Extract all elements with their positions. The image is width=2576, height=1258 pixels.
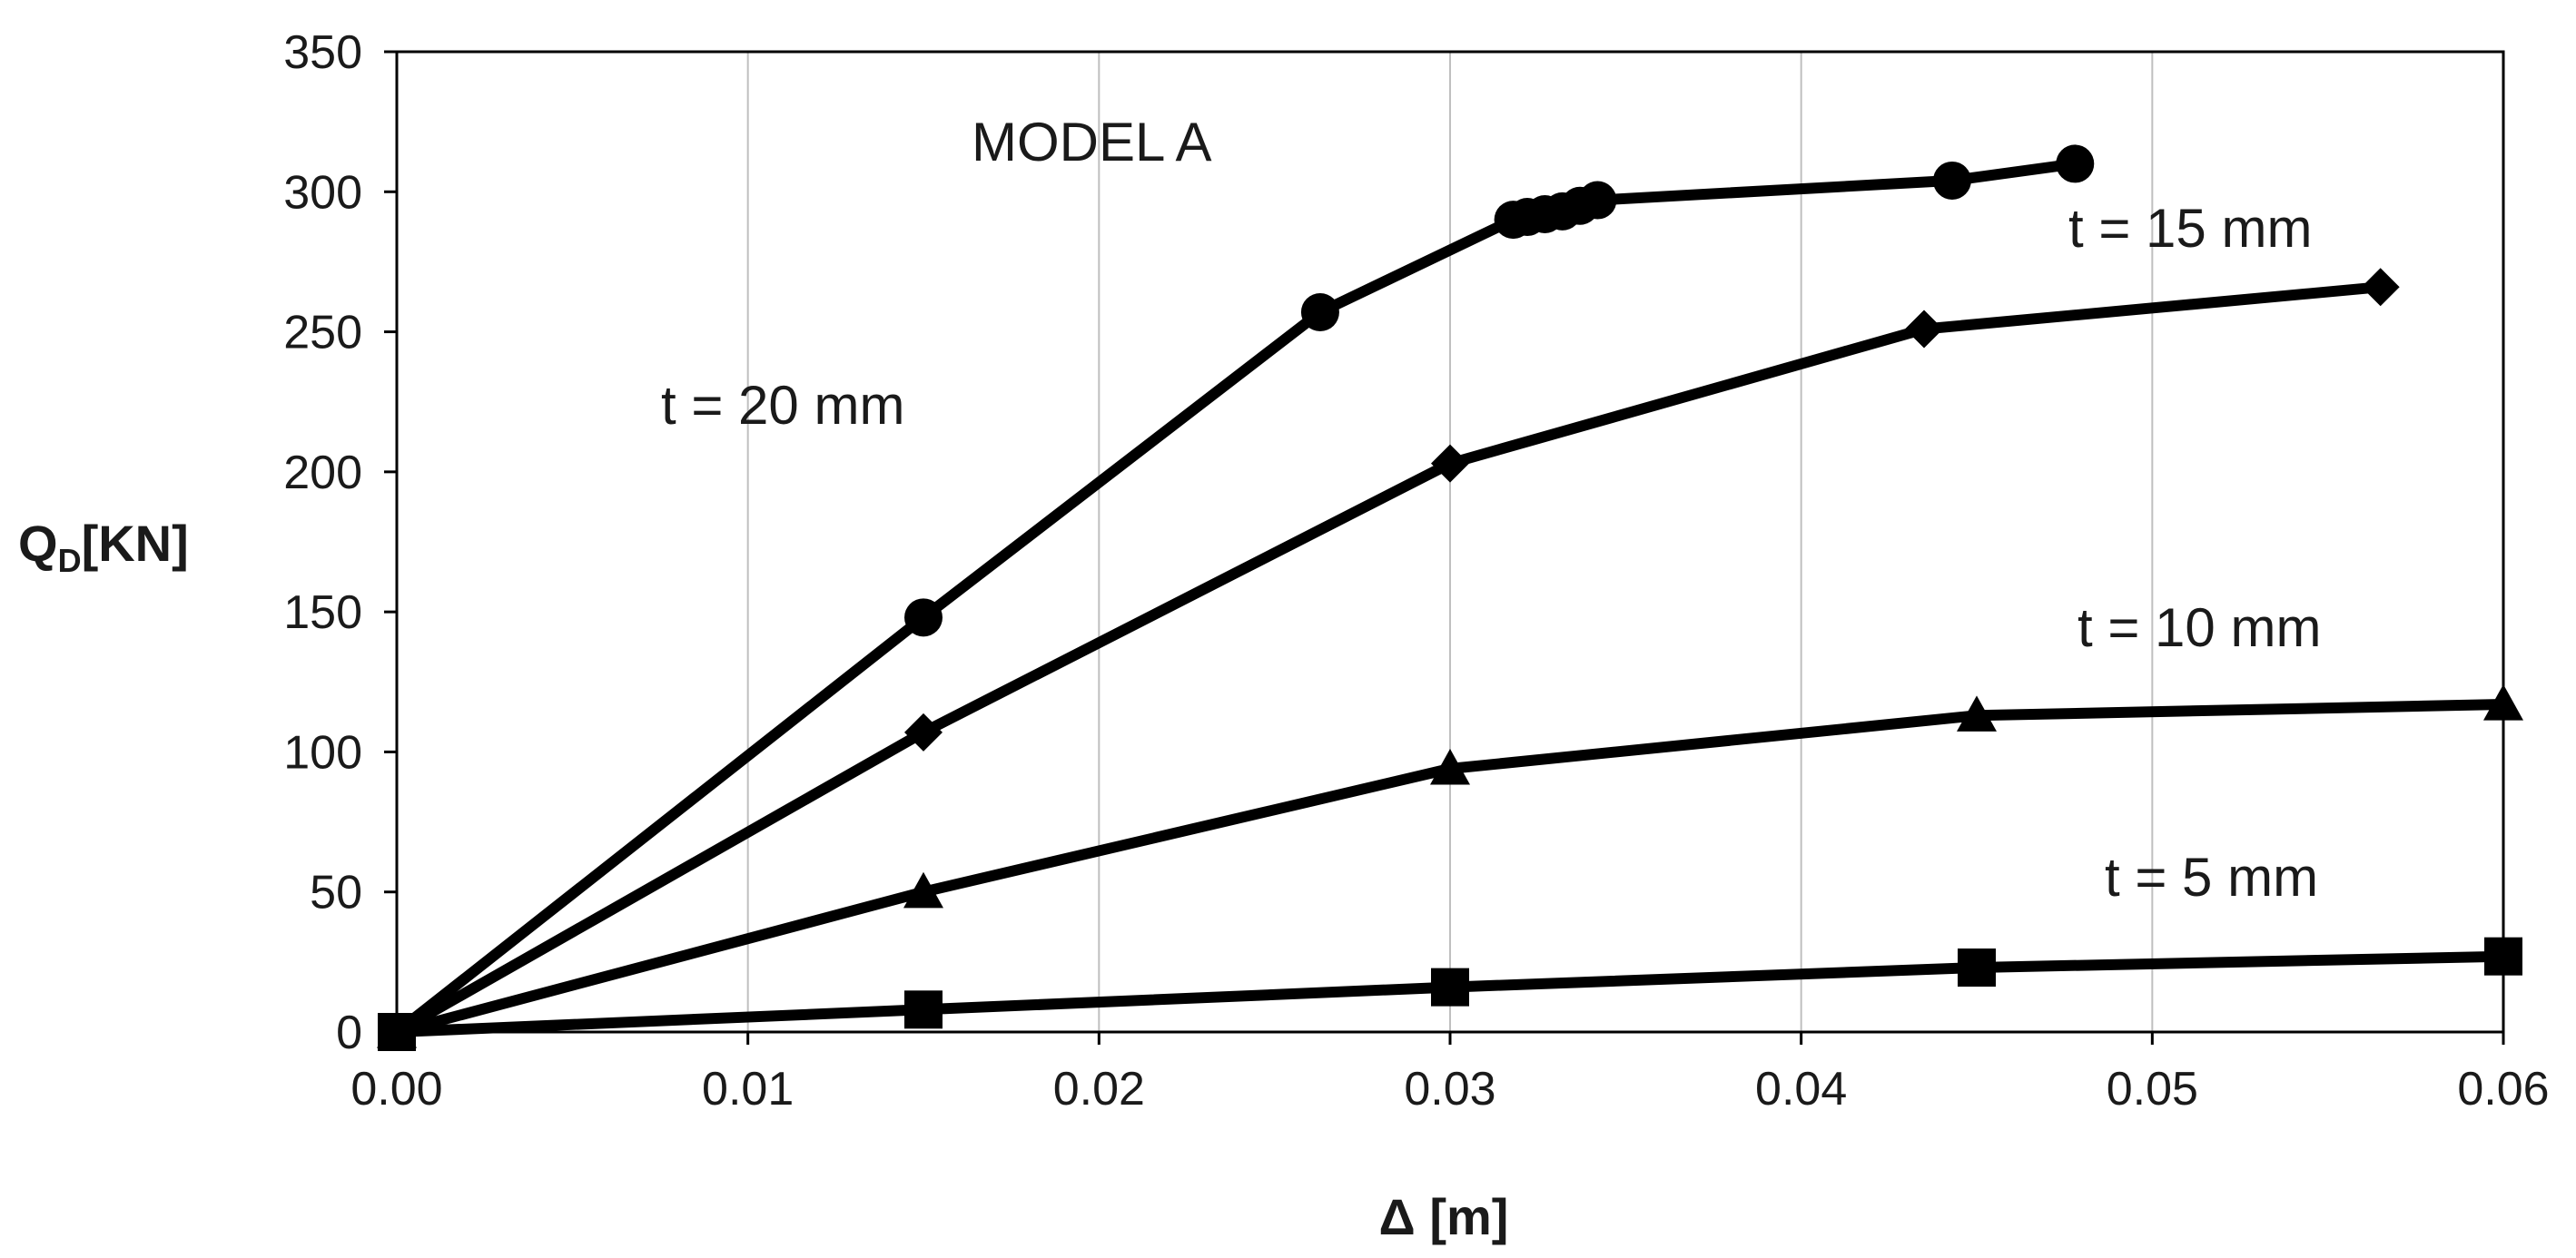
data-point-t-20-mm bbox=[1578, 181, 1617, 220]
label-t20: t = 20 mm bbox=[661, 375, 904, 436]
x-tick-labels: 0.00 0.01 0.02 0.03 0.04 0.05 0.06 bbox=[350, 1063, 2549, 1115]
x-tick-label: 0.00 bbox=[350, 1063, 442, 1115]
data-point-t-20-mm bbox=[904, 598, 943, 637]
y-axis-label: QD[KN] bbox=[18, 515, 189, 579]
y-axis-label-unit: [KN] bbox=[82, 515, 189, 572]
y-tick-labels: 0 50 100 150 200 250 300 350 bbox=[283, 26, 362, 1059]
data-point-t-20-mm bbox=[1300, 292, 1339, 331]
y-axis-label-main: Q bbox=[18, 515, 58, 572]
data-point-t-15-mm bbox=[2361, 268, 2400, 307]
series-line-t-20-mm bbox=[391, 158, 2081, 1037]
label-t10: t = 10 mm bbox=[2078, 597, 2321, 658]
data-point-t-10-mm bbox=[2483, 683, 2523, 721]
data-point-t-20-mm bbox=[1932, 161, 1971, 200]
data-point-t-10-mm bbox=[1430, 748, 1470, 785]
y-tick-label: 50 bbox=[310, 867, 362, 919]
data-point-t-15-mm bbox=[1431, 444, 1469, 483]
y-axis-label-subscript: D bbox=[58, 542, 82, 579]
x-tick-label: 0.03 bbox=[1404, 1063, 1495, 1115]
data-point-t-5-mm bbox=[2484, 937, 2522, 976]
x-tick-label: 0.04 bbox=[1755, 1063, 1847, 1115]
y-tick-label: 300 bbox=[283, 166, 362, 219]
data-point-t-15-mm bbox=[904, 713, 943, 752]
y-tick-label: 200 bbox=[283, 447, 362, 499]
data-point-t-15-mm bbox=[1905, 310, 1943, 349]
gridlines bbox=[746, 52, 2154, 1032]
data-point-t-5-mm bbox=[1431, 968, 1469, 1007]
data-point-t-5-mm bbox=[378, 1013, 416, 1051]
label-t15: t = 15 mm bbox=[2068, 198, 2312, 259]
x-tick-label: 0.05 bbox=[2107, 1063, 2198, 1115]
data-point-t-10-mm bbox=[1957, 695, 1997, 732]
y-tick-label: 150 bbox=[283, 586, 362, 639]
x-tick-label: 0.02 bbox=[1053, 1063, 1145, 1115]
data-point-t-5-mm bbox=[1958, 948, 1996, 988]
data-point-t-20-mm bbox=[2056, 144, 2095, 183]
x-axis-label: Δ [m] bbox=[1379, 1188, 1509, 1245]
data-point-t-5-mm bbox=[904, 990, 943, 1029]
y-tick-label: 350 bbox=[283, 26, 362, 79]
y-tick-label: 250 bbox=[283, 307, 362, 359]
y-tick-label: 100 bbox=[283, 726, 362, 779]
y-tick-label: 0 bbox=[336, 1007, 362, 1059]
chart-title: MODEL A bbox=[972, 112, 1212, 172]
x-tick-label: 0.06 bbox=[2457, 1063, 2549, 1115]
label-t5: t = 5 mm bbox=[2105, 847, 2318, 908]
data-point-t-10-mm bbox=[903, 871, 943, 909]
series-markers bbox=[377, 144, 2523, 1051]
x-tick-label: 0.01 bbox=[702, 1063, 794, 1115]
